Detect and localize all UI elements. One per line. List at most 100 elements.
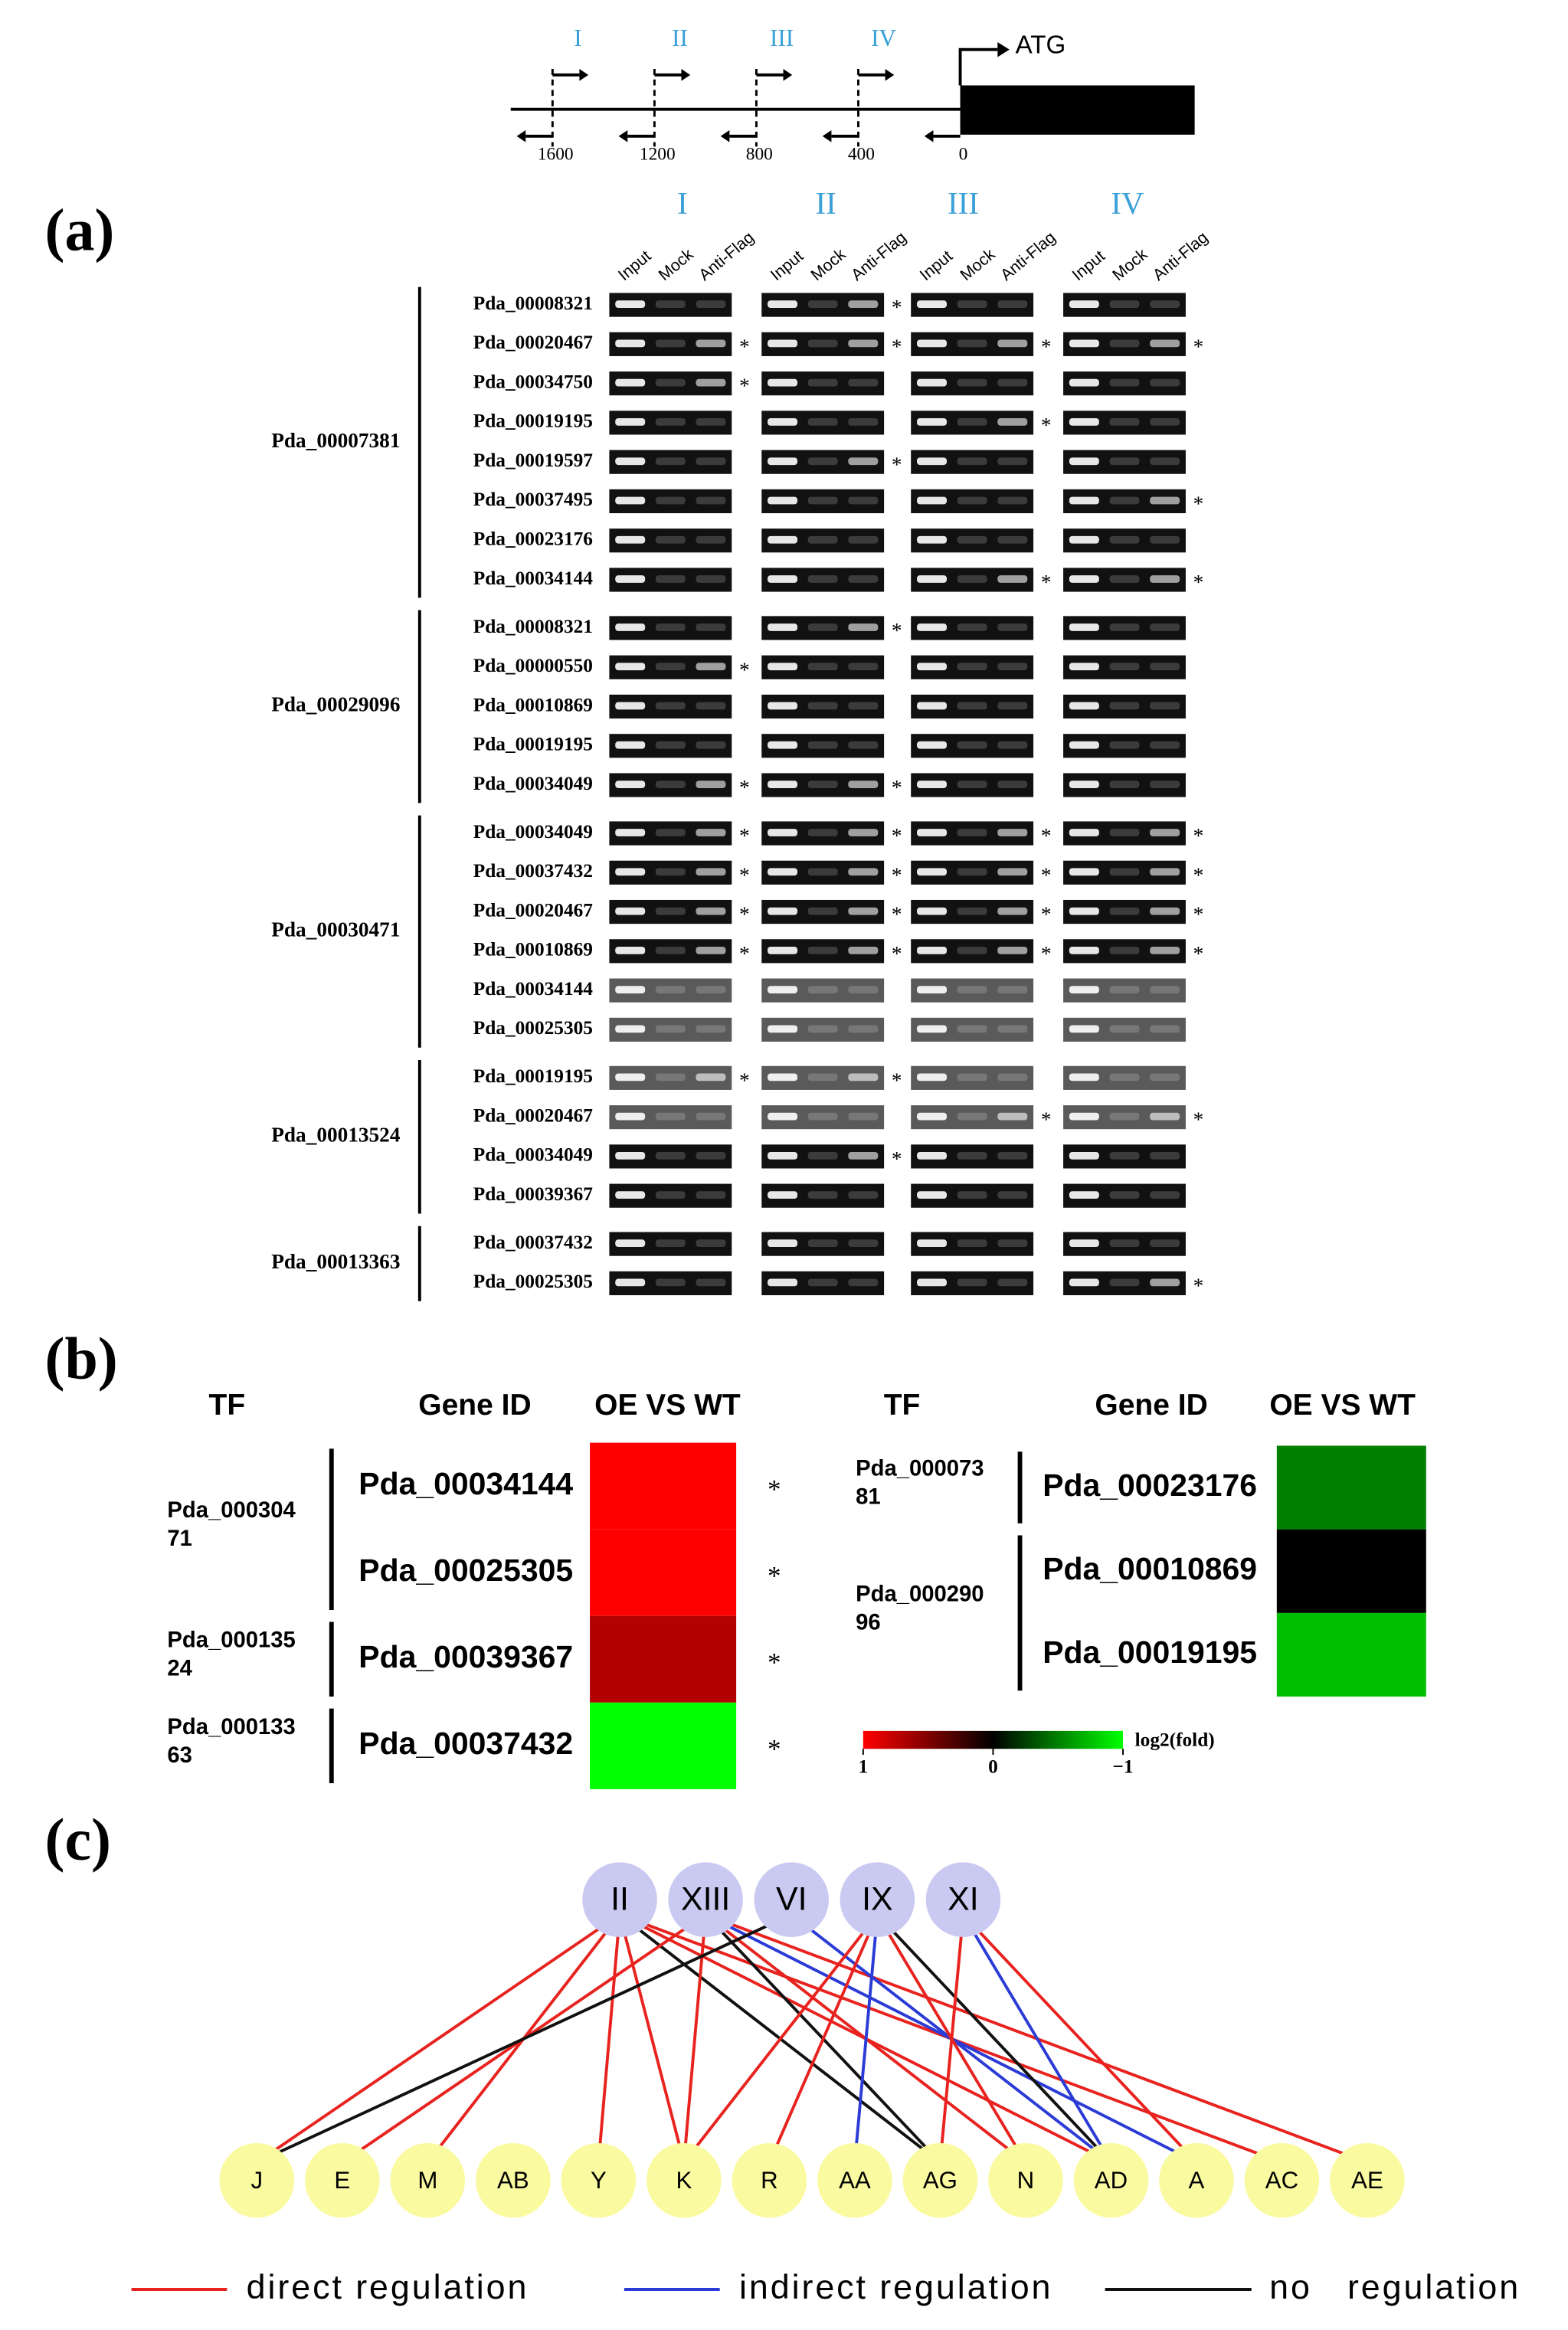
gel-band bbox=[615, 418, 646, 426]
tf-label-box: Pda_00013363 bbox=[167, 1714, 295, 1768]
gel-band bbox=[807, 339, 838, 348]
significance-mark: * bbox=[768, 1561, 781, 1591]
tss-arrow bbox=[958, 47, 998, 86]
gel-band bbox=[1150, 535, 1180, 544]
tf-label: Pda_00007381 bbox=[856, 1456, 984, 1510]
gel-band bbox=[655, 575, 686, 583]
gel-band bbox=[615, 663, 646, 671]
gel-band bbox=[696, 1073, 726, 1082]
gel-band bbox=[848, 986, 879, 993]
gel-band bbox=[1150, 741, 1180, 749]
gel-band bbox=[768, 457, 798, 466]
gel-band bbox=[917, 457, 947, 466]
tf-label: Pda_00007381 bbox=[271, 429, 400, 452]
gel-band bbox=[696, 702, 726, 710]
significance-mark: * bbox=[892, 863, 902, 886]
heatmap-cell bbox=[1276, 1612, 1426, 1697]
gel-band bbox=[997, 1112, 1028, 1121]
edge bbox=[938, 1914, 965, 2163]
panel-label: (a) bbox=[44, 197, 114, 263]
gel-band bbox=[848, 1239, 879, 1248]
gel-band bbox=[1069, 1025, 1099, 1033]
gel-band bbox=[768, 868, 798, 876]
gel-band bbox=[1150, 378, 1180, 387]
gene-label: Pda_00010869 bbox=[473, 694, 593, 715]
lane-label: Input bbox=[614, 247, 654, 284]
gel-band bbox=[997, 868, 1028, 876]
legend-label: direct regulation bbox=[247, 2267, 529, 2306]
significance-mark: * bbox=[1041, 1108, 1052, 1131]
gel-band bbox=[1150, 418, 1180, 426]
significance-mark: * bbox=[1041, 903, 1052, 926]
lane-label: Input bbox=[767, 247, 807, 284]
gene-label: Pda_00019597 bbox=[473, 450, 594, 471]
lane-label: Anti-Flag bbox=[1149, 228, 1211, 285]
gel-band bbox=[696, 946, 726, 954]
gel-band bbox=[848, 868, 879, 876]
gene-node bbox=[1330, 2142, 1405, 2218]
region-label: I bbox=[574, 25, 581, 51]
significance-mark: * bbox=[1193, 1275, 1204, 1298]
gel-band bbox=[1150, 339, 1180, 348]
gel-band bbox=[957, 623, 987, 631]
gene-node bbox=[305, 2142, 380, 2218]
gel-band bbox=[917, 623, 947, 631]
gel-band bbox=[1109, 496, 1140, 505]
significance-mark: * bbox=[892, 1147, 902, 1170]
gel-band bbox=[655, 1152, 686, 1160]
gel-band bbox=[615, 829, 646, 836]
significance-mark: * bbox=[1041, 863, 1052, 886]
gene-id: Pda_00023176 bbox=[1043, 1468, 1257, 1503]
gene-label: Pda_00037432 bbox=[473, 1232, 593, 1253]
gel-band bbox=[957, 741, 987, 749]
colorbar-tick-label: −1 bbox=[1112, 1756, 1133, 1777]
gel-band bbox=[997, 339, 1028, 348]
gel-band bbox=[917, 1239, 947, 1248]
column-header: TF bbox=[209, 1389, 246, 1422]
gel-band bbox=[917, 1191, 947, 1199]
gel-band bbox=[957, 663, 987, 671]
edge bbox=[683, 1913, 879, 2164]
gel-band bbox=[1150, 907, 1180, 915]
significance-mark: * bbox=[1193, 942, 1204, 965]
gel-band bbox=[807, 663, 838, 671]
gel-band bbox=[917, 780, 947, 788]
gel-band bbox=[1150, 868, 1180, 876]
gel-band bbox=[696, 1025, 726, 1033]
tf-label: Pda_00029096 bbox=[856, 1581, 984, 1636]
gene-label: Pda_00000550 bbox=[473, 655, 593, 676]
gel-band bbox=[807, 623, 838, 631]
gel-band bbox=[1069, 623, 1099, 631]
significance-mark: * bbox=[1041, 571, 1052, 594]
gel-band bbox=[807, 418, 838, 426]
gel-band bbox=[957, 780, 987, 788]
gel-band bbox=[696, 1278, 726, 1287]
heatmap-cell bbox=[590, 1702, 737, 1789]
gene-node bbox=[1159, 2142, 1234, 2218]
gel-band bbox=[848, 623, 879, 631]
gel-band bbox=[696, 339, 726, 348]
arrow-head bbox=[885, 69, 895, 81]
gel-band bbox=[1109, 457, 1140, 466]
gel-band bbox=[696, 1239, 726, 1248]
edge bbox=[256, 1913, 621, 2164]
gel-band bbox=[917, 986, 947, 993]
gel-band bbox=[768, 1278, 798, 1287]
gel-band bbox=[997, 1278, 1028, 1287]
position-label: 400 bbox=[848, 144, 875, 164]
gel-band bbox=[1109, 702, 1140, 710]
gel-band bbox=[1069, 1112, 1099, 1121]
arrow-head bbox=[579, 69, 589, 81]
gel-band bbox=[768, 780, 798, 788]
heatmap-cell bbox=[1276, 1529, 1426, 1613]
gel-band bbox=[1069, 457, 1099, 466]
tf-label-box: Pda_00030471 bbox=[167, 1498, 295, 1552]
gel-band bbox=[807, 907, 838, 915]
gel-band bbox=[807, 986, 838, 993]
gel-band bbox=[1069, 378, 1099, 387]
gel-band bbox=[807, 457, 838, 466]
significance-mark: * bbox=[739, 824, 750, 847]
significance-mark: * bbox=[739, 335, 750, 358]
gel-band bbox=[917, 496, 947, 505]
gene-label: Pda_00034750 bbox=[473, 371, 593, 392]
